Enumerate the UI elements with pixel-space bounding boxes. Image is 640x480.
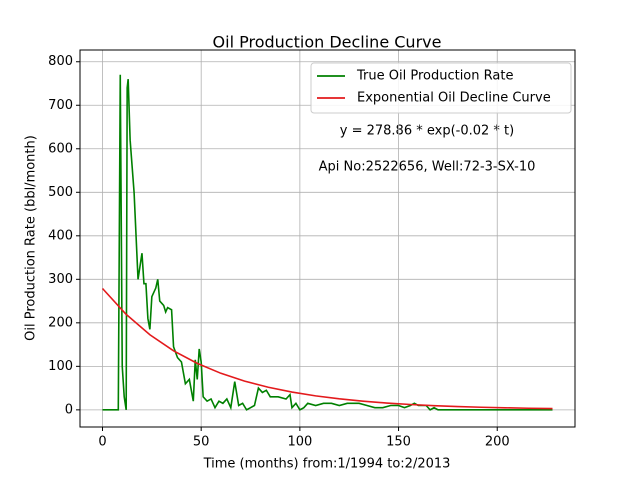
legend-label: True Oil Production Rate	[356, 69, 513, 84]
y-tick-label: 700	[48, 98, 73, 113]
data-line	[101, 287, 553, 410]
annotation: Api No:2522656, Well:72-3-SX-10	[319, 160, 536, 175]
data-line	[102, 74, 553, 411]
y-tick-label: 600	[48, 141, 73, 156]
y-tick-label: 0	[65, 402, 73, 417]
y-tick-label: 800	[48, 54, 73, 69]
y-tick-label: 400	[48, 228, 73, 243]
plot-frame	[79, 49, 576, 428]
x-tick-label: 50	[193, 435, 210, 450]
x-tick-label: 0	[98, 435, 106, 450]
y-axis-label: Oil Production Rate (bbl/month)	[24, 135, 39, 341]
y-tick-label: 500	[48, 185, 73, 200]
legend-label: Exponential Oil Decline Curve	[357, 91, 551, 106]
legend-box	[310, 62, 572, 114]
y-tick-label: 100	[48, 359, 73, 374]
chart-title: Oil Production Decline Curve	[213, 33, 442, 52]
y-tick-label: 200	[48, 315, 73, 330]
x-tick-label: 150	[386, 435, 411, 450]
annotation: y = 278.86 * exp(-0.02 * t)	[340, 124, 514, 139]
x-axis-label: Time (months) from:1/1994 to:2/2013	[203, 457, 451, 472]
x-tick-label: 200	[485, 435, 510, 450]
x-tick-label: 100	[287, 435, 312, 450]
y-tick-label: 300	[48, 272, 73, 287]
